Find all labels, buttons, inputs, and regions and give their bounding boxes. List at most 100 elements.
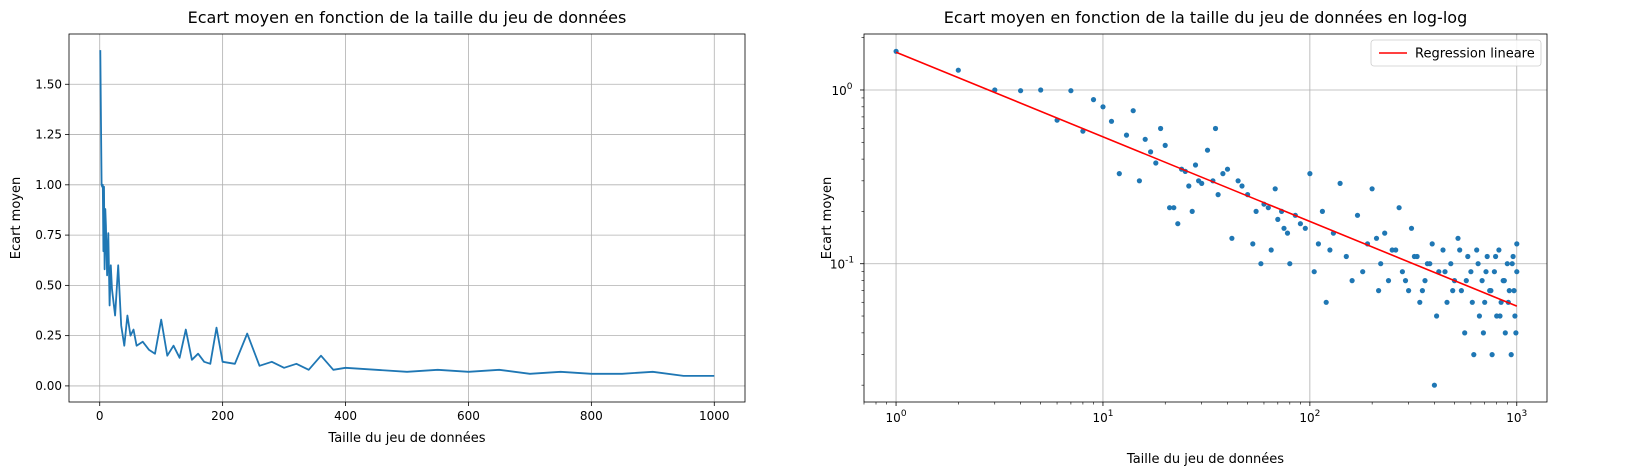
scatter-point (1116, 171, 1122, 177)
scatter-point (1297, 221, 1303, 227)
scatter-point (1171, 205, 1177, 211)
scatter-point (1489, 352, 1495, 358)
scatter-point (1148, 149, 1154, 155)
chart-title: Ecart moyen en fonction de la taille du … (944, 8, 1467, 27)
scatter-point (1239, 183, 1245, 189)
scatter-point (1482, 299, 1488, 305)
y-axis-label: Ecart moyen (9, 177, 24, 259)
x-tick-label: 0 (96, 409, 104, 423)
scatter-point (1136, 178, 1142, 184)
scatter-point (1224, 166, 1231, 172)
scatter-point (1100, 104, 1106, 110)
scatter-point (1501, 278, 1507, 284)
scatter-point (1343, 253, 1349, 260)
scatter-point (1199, 180, 1205, 186)
scatter-point (1385, 278, 1392, 284)
chart-loglog: 100 101 102 103 10-1 100 Ecart moyen en foncti… (820, 8, 1548, 467)
x-axis-label: Taille du jeu de données (1126, 452, 1284, 467)
y-tick-label: 0.25 (35, 329, 62, 343)
x-tick-label: 600 (457, 409, 480, 423)
scatter-point (1090, 97, 1097, 103)
scatter-point (1417, 299, 1423, 305)
scatter-point (1229, 235, 1235, 241)
scatter-point (1399, 269, 1405, 275)
scatter-point (1483, 269, 1489, 275)
y-tick-label: 1.00 (35, 178, 62, 192)
x-tick-label: 400 (334, 409, 357, 423)
scatter-point (1442, 269, 1448, 275)
scatter-point (1275, 216, 1281, 222)
x-axis-label: Taille du jeu de données (327, 431, 485, 446)
legend-label: Regression lineare (1415, 47, 1535, 62)
scatter-point (1220, 171, 1226, 177)
scatter-point (1175, 221, 1181, 227)
x-tick-label: 1000 (699, 409, 730, 423)
x-tick-label: 101 (1092, 409, 1113, 425)
scatter-point (1497, 313, 1503, 319)
scatter-point (1360, 269, 1366, 275)
scatter-point (1268, 247, 1274, 253)
scatter-point (1281, 225, 1287, 231)
scatter-point (1192, 162, 1199, 168)
scatter-point (1468, 269, 1474, 275)
scatter-point (1068, 88, 1074, 94)
scatter-point (1465, 253, 1471, 260)
scatter-point (1319, 208, 1325, 214)
chart-linear: 0 200 400 600 800 1000 0.00 0.25 0.50 0.75 1.00 1.2… (9, 8, 746, 446)
scatter-point (1508, 352, 1514, 358)
scatter-point (1434, 313, 1440, 319)
scatter-point (1488, 288, 1494, 294)
scatter-point (1511, 288, 1517, 294)
scatter-point (1396, 205, 1402, 211)
x-tick-label: 800 (580, 409, 603, 423)
scatter-point (1502, 330, 1508, 336)
scatter-point (1510, 253, 1516, 260)
scatter-point (1406, 288, 1412, 294)
scatter-point (1448, 261, 1454, 267)
scatter-point (1462, 330, 1468, 336)
scatter-point (1311, 269, 1317, 275)
scatter-point (1130, 108, 1136, 114)
scatter-point (1458, 288, 1464, 294)
legend-box (1370, 39, 1542, 67)
scatter-point (1265, 205, 1271, 211)
regression-line (895, 51, 1518, 307)
scatter-point (1302, 225, 1308, 231)
scatter-point (1287, 261, 1293, 267)
scatter-point (1480, 330, 1486, 336)
scatter-point (1408, 225, 1415, 231)
scatter-point (1108, 118, 1115, 124)
scatter-point (1393, 247, 1399, 253)
scatter-point (1455, 235, 1461, 241)
scatter-point (1376, 288, 1382, 294)
scatter-point (1018, 88, 1024, 94)
scatter-point (1493, 253, 1499, 260)
scatter-point (1186, 183, 1192, 189)
scatter-point (1212, 125, 1219, 132)
chart-title: Ecart moyen en fonction de la taille du … (188, 8, 627, 27)
scatter-point (1429, 241, 1435, 247)
scatter-point (1506, 288, 1512, 294)
scatter-point (1491, 269, 1497, 275)
y-tick-label: 100 (831, 82, 852, 98)
scatter-point (1250, 241, 1256, 247)
scatter-point (1204, 147, 1211, 153)
scatter-point (1471, 352, 1477, 358)
scatter-point (1315, 241, 1321, 247)
plot-frame (68, 33, 746, 403)
scatter-point (1215, 192, 1221, 198)
y-tick-label: 1.50 (35, 77, 62, 91)
scatter-point (1373, 235, 1380, 241)
scatter-point (1479, 278, 1485, 284)
scatter-point (1382, 230, 1388, 236)
x-tick-label: 102 (1299, 409, 1320, 425)
scatter-point (1307, 171, 1313, 177)
legend: Regression lineare (1370, 39, 1542, 67)
scatter-point (1327, 247, 1333, 253)
scatter-point (1123, 132, 1130, 138)
scatter-point (1142, 136, 1148, 142)
scatter-point (1378, 261, 1384, 267)
scatter-point (1463, 278, 1469, 284)
scatter-point (1402, 278, 1409, 284)
y-tick-label: 0.00 (35, 379, 62, 393)
